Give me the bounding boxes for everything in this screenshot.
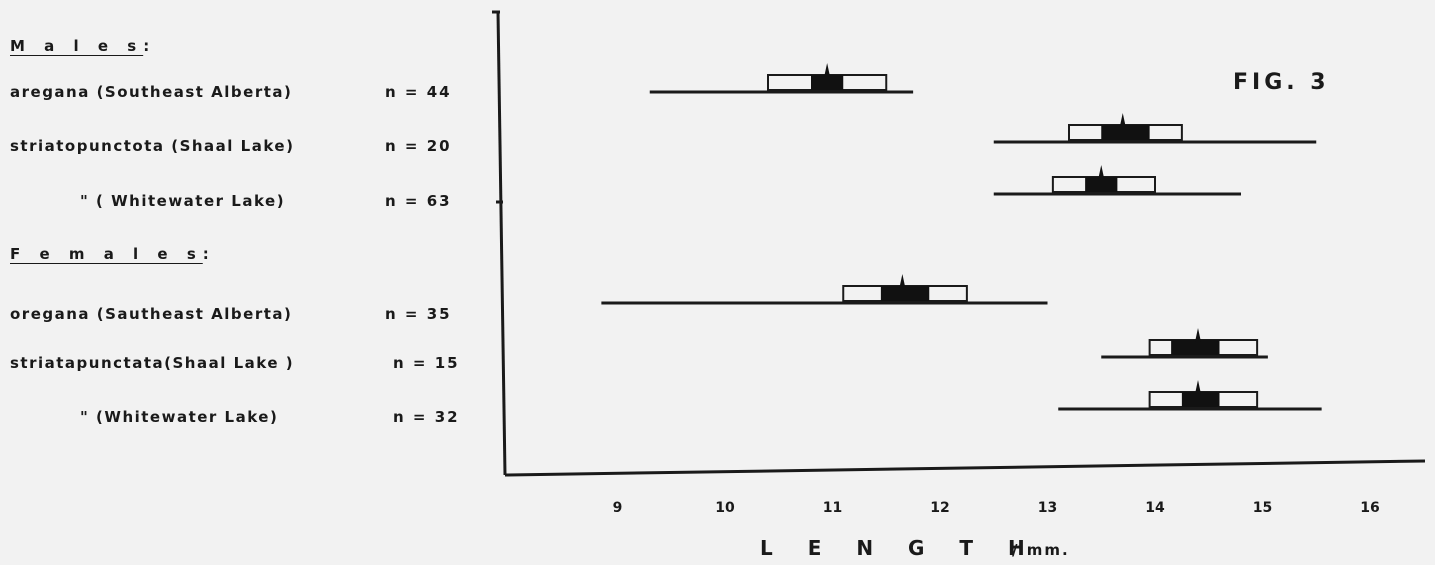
series-label-males-1: aregana (Southeast Alberta) bbox=[10, 83, 293, 101]
confidence-box bbox=[1101, 125, 1150, 140]
series-label-males-2: striatopunctota (Shaal Lake) bbox=[10, 137, 295, 155]
y-axis bbox=[496, 11, 507, 476]
confidence-box bbox=[811, 75, 844, 90]
confidence-box bbox=[880, 286, 930, 301]
x-axis-title: L E N G T H bbox=[760, 536, 1039, 560]
figure-title: FIG. 3 bbox=[1233, 70, 1330, 95]
range-bar-4 bbox=[601, 274, 1048, 305]
mean-marker bbox=[824, 63, 831, 77]
x-tick-label-13: 13 bbox=[1038, 500, 1057, 516]
x-tick-label-15: 15 bbox=[1253, 500, 1272, 516]
males-heading-text: M a l e s bbox=[10, 37, 144, 55]
series-label-males-3: " ( Whitewater Lake) bbox=[80, 192, 286, 210]
confidence-box bbox=[1171, 340, 1220, 355]
x-tick-label-11: 11 bbox=[823, 500, 842, 516]
males-heading: M a l e s: bbox=[10, 37, 156, 55]
series-n-males-1: n = 44 bbox=[385, 83, 452, 101]
range-bar-3 bbox=[993, 165, 1241, 196]
females-heading: F e m a l e s: bbox=[10, 245, 216, 263]
mean-marker bbox=[1195, 380, 1201, 394]
x-tick-label-16: 16 bbox=[1360, 500, 1379, 516]
range-bars bbox=[601, 63, 1322, 411]
x-tick-label-14: 14 bbox=[1145, 500, 1165, 516]
confidence-box bbox=[1181, 392, 1220, 407]
series-n-males-2: n = 20 bbox=[385, 137, 452, 155]
range-bar-1 bbox=[649, 63, 914, 94]
series-label-females-1: oregana (Sautheast Alberta) bbox=[10, 305, 293, 323]
x-tick-label-9: 9 bbox=[613, 500, 623, 516]
series-n-males-3: n = 63 bbox=[385, 192, 452, 210]
range-bar-2 bbox=[993, 113, 1317, 144]
mean-marker bbox=[1195, 328, 1201, 342]
males-heading-colon: : bbox=[143, 37, 157, 55]
confidence-box bbox=[1085, 177, 1118, 192]
females-heading-colon: : bbox=[202, 245, 216, 263]
x-tick-label-10: 10 bbox=[715, 500, 735, 516]
series-label-females-2: striatapunctata(Shaal Lake ) bbox=[10, 354, 295, 372]
x-axis bbox=[504, 459, 1426, 477]
range-bar-5 bbox=[1101, 328, 1268, 359]
mean-marker bbox=[1098, 165, 1105, 179]
x-axis-unit: / mm. bbox=[1012, 541, 1070, 559]
series-label-females-3: " (Whitewater Lake) bbox=[80, 408, 279, 426]
series-n-females-1: n = 35 bbox=[385, 305, 452, 323]
series-n-females-2: n = 15 bbox=[393, 354, 460, 372]
series-n-females-3: n = 32 bbox=[393, 408, 460, 426]
x-tick-labels: 9 10 11 12 13 14 15 16 bbox=[613, 500, 1380, 516]
mean-marker bbox=[899, 274, 906, 288]
mean-marker bbox=[1119, 113, 1126, 127]
x-tick-label-12: 12 bbox=[930, 500, 949, 516]
range-bar-6 bbox=[1058, 380, 1322, 411]
females-heading-text: F e m a l e s bbox=[10, 245, 203, 263]
